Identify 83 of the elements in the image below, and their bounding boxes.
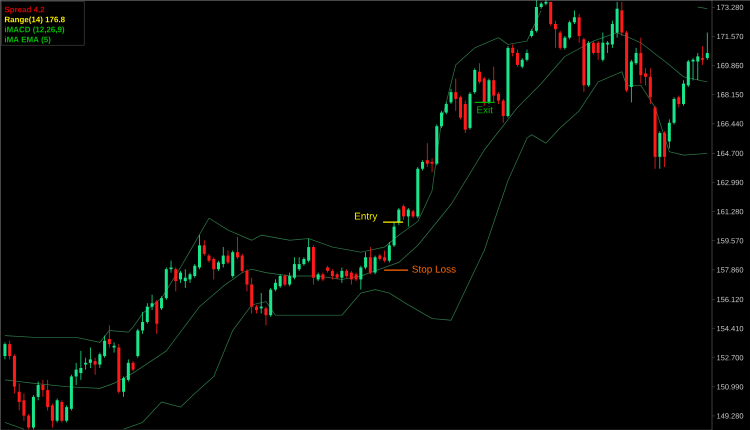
candlestick <box>406 207 410 227</box>
candlestick <box>402 204 406 220</box>
candlestick <box>620 1 624 36</box>
candlestick <box>663 130 666 168</box>
candlestick <box>502 98 505 124</box>
candlestick <box>444 102 448 115</box>
candlestick <box>516 49 519 67</box>
candlestick <box>50 403 54 428</box>
candlestick <box>65 404 68 423</box>
candlestick <box>36 381 40 401</box>
candlestick <box>706 32 709 60</box>
candlestick <box>264 306 268 326</box>
candlestick <box>578 13 581 44</box>
candlestick <box>74 362 78 386</box>
candlestick <box>672 96 676 125</box>
candlestick <box>701 46 704 66</box>
candlestick <box>492 66 496 103</box>
candlestick <box>126 358 130 382</box>
candlestick <box>79 350 82 380</box>
candlestick <box>41 379 44 398</box>
candlestick <box>146 302 149 324</box>
candlestick <box>677 94 680 108</box>
candlestick <box>18 382 21 411</box>
candlestick <box>364 252 368 270</box>
annotation: Exit <box>477 106 493 114</box>
candlestick <box>496 92 500 104</box>
candlestick <box>449 88 453 104</box>
candlestick <box>440 110 444 128</box>
candlestick <box>288 272 292 286</box>
candlestick <box>648 68 652 104</box>
candlestick <box>511 44 514 57</box>
candlestick <box>534 0 538 33</box>
candlestick <box>388 241 391 263</box>
candlestick <box>549 1 552 26</box>
candlestick <box>520 58 524 69</box>
candlestick <box>558 30 562 50</box>
candlestick <box>359 265 362 290</box>
candlestick <box>8 340 12 360</box>
candlestick <box>340 266 344 284</box>
candlestick <box>22 392 26 421</box>
candlestick <box>155 299 158 334</box>
candlestick <box>174 266 178 292</box>
candlestick <box>368 246 372 275</box>
candlestick <box>525 49 528 62</box>
candlestick <box>696 52 700 80</box>
annotation: Entry <box>354 212 378 222</box>
candlestick <box>60 400 64 423</box>
candlestick <box>668 118 671 149</box>
candlestick <box>473 68 476 94</box>
candlestick <box>563 35 566 50</box>
candlestick <box>231 250 234 278</box>
annotation: Stop Loss <box>412 265 456 274</box>
candlestick <box>250 277 254 314</box>
candlestick <box>202 240 206 256</box>
candlestick <box>554 20 557 48</box>
candlestick <box>150 294 154 310</box>
candlestick <box>374 255 377 275</box>
candlestick <box>160 296 164 310</box>
candlestick <box>94 357 97 376</box>
candlestick <box>108 324 111 348</box>
candlestick <box>568 20 572 40</box>
candlestick <box>421 160 424 171</box>
candlestick <box>487 78 490 104</box>
candlestick <box>27 413 30 430</box>
candlestick <box>283 274 286 286</box>
candlestick <box>56 398 59 423</box>
candlestick <box>658 130 662 170</box>
candlestick <box>179 270 182 284</box>
candlestick <box>3 342 6 360</box>
candlestick <box>392 220 396 248</box>
candlestick <box>122 376 126 398</box>
candlestick <box>46 379 50 411</box>
candlestick <box>88 346 92 368</box>
line-series <box>123 71 708 430</box>
candlestick <box>141 311 144 334</box>
candlestick <box>572 10 576 24</box>
candlestick <box>682 80 686 106</box>
candlestick <box>245 268 248 292</box>
candlestick <box>132 360 135 372</box>
candlestick <box>260 292 263 314</box>
candlestick <box>226 250 230 264</box>
candlestick <box>686 59 690 88</box>
candlestick <box>397 207 400 226</box>
